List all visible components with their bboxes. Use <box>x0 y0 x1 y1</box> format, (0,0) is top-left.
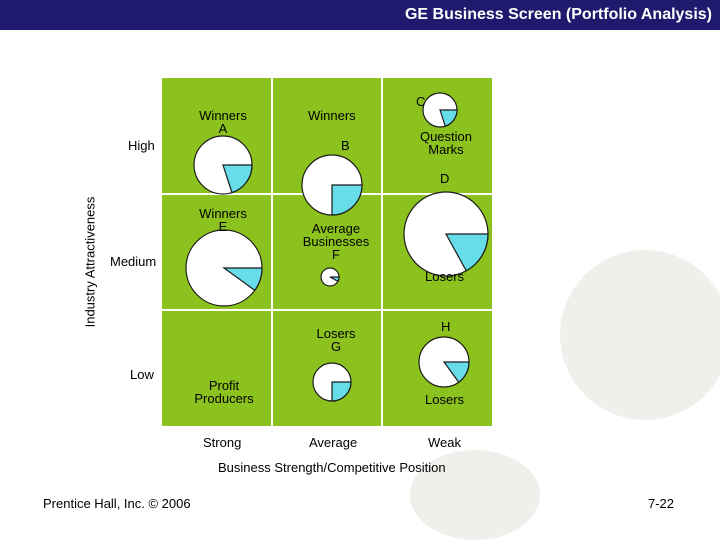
cell-label-winners-a: Winners A <box>198 109 248 135</box>
cell-label-line: Winners <box>199 108 247 123</box>
grid-divider <box>381 78 383 426</box>
grid-divider <box>162 309 492 311</box>
row-label-medium: Medium <box>110 254 157 269</box>
cell-label-losers-g: Losers G <box>314 327 358 353</box>
cell-label-line: E <box>218 219 228 234</box>
cell-label-line: Profit <box>208 378 240 393</box>
cell-label-profit-producers: Profit Producers <box>192 379 256 405</box>
cell-label-line: A <box>218 121 228 136</box>
pie-letter-b: B <box>341 138 350 153</box>
cell-label-line: Producers <box>194 391 254 406</box>
cell-label-average-businesses: Average Businesses F <box>298 222 374 261</box>
pie-letter-h: H <box>441 319 451 334</box>
cell-label-winners-b: Winners <box>308 108 356 123</box>
cell-label-losers-low: Losers <box>425 392 465 407</box>
slide-title: GE Business Screen (Portfolio Analysis) <box>404 6 712 23</box>
cell-label-line: G <box>330 339 342 354</box>
pie-h-share-slice <box>442 361 470 384</box>
cell-label-winners-e: Winners E <box>197 207 249 233</box>
cell-label-question-marks: Question Marks <box>416 130 476 156</box>
y-axis-label: Industry Attractiveness <box>82 196 98 328</box>
pie-c-share-slice <box>439 109 458 127</box>
cell-label-line: Winners <box>199 206 247 221</box>
footer-copyright: Prentice Hall, Inc. © 2006 <box>43 496 191 511</box>
pie-b-share-slice <box>331 184 363 216</box>
pie-f-share-slice <box>329 276 340 283</box>
cell-label-line: Question <box>419 129 473 144</box>
row-label-high: High <box>128 138 155 153</box>
pie-d-share-slice <box>444 233 489 272</box>
row-label-low: Low <box>130 367 154 382</box>
cell-label-line: Losers <box>316 326 356 341</box>
cell-label-losers-medium: Losers <box>425 269 465 284</box>
cell-label-line: Average <box>311 221 361 236</box>
grid-divider <box>271 78 273 426</box>
cell-label-line: F <box>332 247 340 262</box>
pie-e-share-slice <box>222 267 263 292</box>
pie-a-share-slice <box>222 164 253 194</box>
cell-label-line: Businesses <box>302 234 370 249</box>
x-axis-label: Business Strength/Competitive Position <box>218 460 446 475</box>
pie-letter-c: C <box>416 94 426 109</box>
col-label-strong: Strong <box>203 435 242 450</box>
col-label-average: Average <box>309 435 358 450</box>
cell-label-line: Marks <box>428 142 464 157</box>
pie-letter-d: D <box>440 171 450 186</box>
col-label-weak: Weak <box>428 435 461 450</box>
footer-page-number: 7-22 <box>648 496 675 511</box>
pie-g-share-slice <box>331 381 352 402</box>
background-chess-decoration <box>410 450 540 540</box>
background-chess-decoration <box>560 250 720 420</box>
title-bar: GE Business Screen (Portfolio Analysis) <box>0 0 720 30</box>
